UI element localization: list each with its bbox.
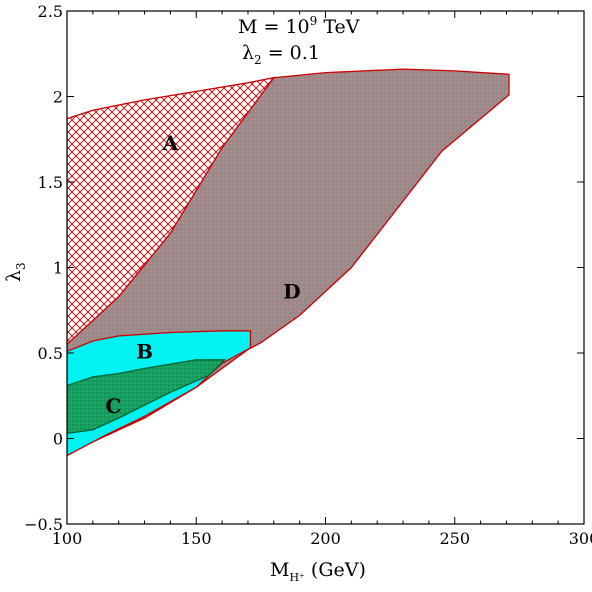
y-tick-label: −0.5 [24, 515, 63, 534]
y-tick-label: 2 [53, 88, 63, 107]
x-axis-title-suffix: (GeV) [305, 559, 366, 581]
x-axis-title-sub: H⁺ [289, 571, 305, 584]
region-c [67, 359, 227, 435]
annotation-lambda2-text: λ [242, 42, 254, 64]
y-tick-label: 1 [53, 259, 63, 278]
y-tick-label: 2.5 [38, 2, 63, 21]
annotation-lambda2-suffix: = 0.1 [262, 42, 320, 64]
region-labels-layer: A D B C [106, 131, 301, 418]
ticks-layer: 100 150 200 250 300 −0.5 0 0.5 1 1.5 2 2.5 [24, 2, 592, 548]
region-label-a: A [162, 131, 179, 155]
region-label-b: B [136, 340, 153, 364]
regions-layer [67, 68, 510, 457]
annotation-mass-sup: 9 [310, 14, 318, 28]
x-tick-label: 250 [439, 529, 470, 548]
y-tick-label: 0 [53, 430, 63, 449]
region-label-d: D [283, 280, 300, 304]
region-label-c: C [106, 394, 122, 418]
x-axis-title-main: M [270, 559, 289, 581]
annotation-lambda2: λ2 = 0.1 [242, 42, 320, 67]
x-axis-title: MH⁺ (GeV) [270, 559, 366, 584]
annotation-mass-text: M = 10 [238, 16, 310, 38]
y-tick-label: 1.5 [38, 173, 63, 192]
annotation-mass-suffix: TeV [317, 16, 359, 38]
x-tick-label: 300 [569, 529, 592, 548]
y-tick-label: 0.5 [38, 344, 63, 363]
x-tick-label: 200 [310, 529, 341, 548]
annotation-mass: M = 109 TeV [238, 14, 360, 38]
y-axis-title-main: λ [3, 270, 25, 282]
annotation-lambda2-sub: 2 [254, 53, 262, 67]
x-tick-label: 100 [52, 529, 83, 548]
y-axis-title-sub: 3 [14, 262, 28, 270]
y-axis-title: λ3 [3, 262, 28, 282]
x-tick-label: 150 [181, 529, 212, 548]
